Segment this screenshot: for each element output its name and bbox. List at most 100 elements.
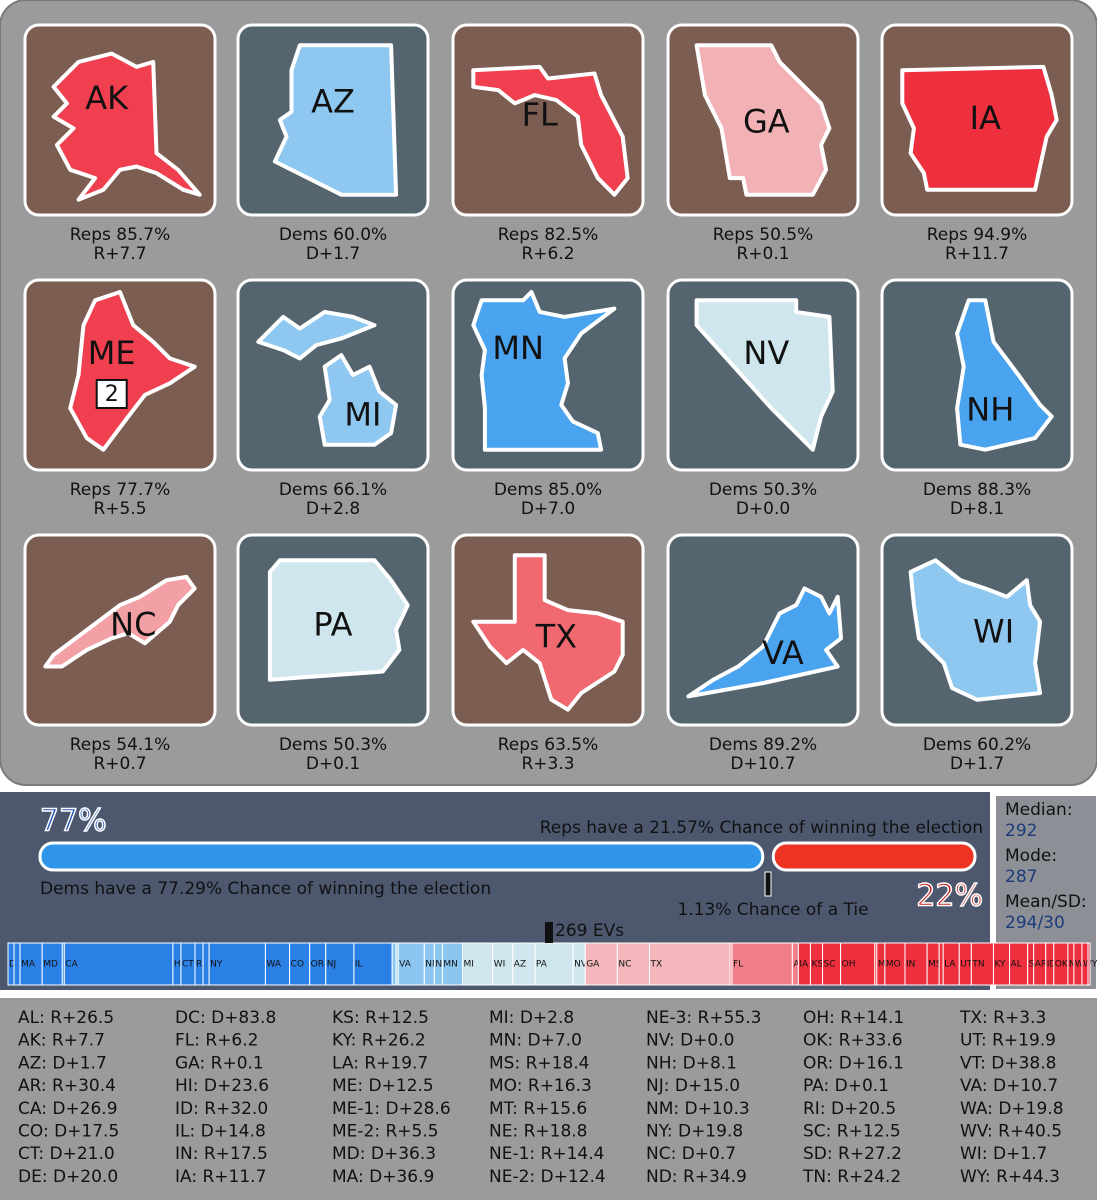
ev-segment xyxy=(13,942,21,986)
ev-segment xyxy=(264,942,291,986)
ev-segment-label: LA xyxy=(944,960,956,970)
margin-entry: UT: R+19.9 xyxy=(960,1031,1056,1051)
margin-entry: MI: D+2.8 xyxy=(489,1008,574,1028)
ev-segment xyxy=(391,942,397,986)
margin-entry: ID: R+32.0 xyxy=(175,1099,268,1119)
margin-entry: VT: D+38.8 xyxy=(960,1053,1056,1073)
stat-label: Mode: xyxy=(1005,846,1057,866)
margin-entry: ND: R+34.9 xyxy=(646,1167,747,1187)
ev-segment-label: MD xyxy=(43,960,58,970)
margin-entry: SD: R+27.2 xyxy=(803,1144,902,1164)
ev-segment xyxy=(63,942,174,986)
state-shape xyxy=(694,298,835,452)
state-shape xyxy=(267,558,410,682)
ev-segment-label: CA xyxy=(65,960,78,970)
margin-entry: NE-1: R+14.4 xyxy=(489,1144,604,1164)
margin-entry: NM: D+10.3 xyxy=(646,1099,750,1119)
ev-segment-label: WI xyxy=(494,960,506,970)
ev-segment-label: KS xyxy=(811,960,823,970)
margin-entry: ME: D+12.5 xyxy=(332,1076,434,1096)
state-shape xyxy=(900,64,1059,192)
tile-margin: D+8.1 xyxy=(950,499,1004,519)
state-shape xyxy=(955,298,1054,452)
ev-segment xyxy=(584,942,618,986)
margin-entry: NE-2: D+12.4 xyxy=(489,1167,606,1187)
margin-entry: OH: R+14.1 xyxy=(803,1008,904,1028)
margin-entry: MS: R+18.4 xyxy=(489,1053,590,1073)
tile-summary: Dems 89.2% xyxy=(709,735,817,755)
stat-label: Mean/SD: xyxy=(1005,892,1087,912)
state-shape xyxy=(51,51,202,202)
rep-text: Reps have a 21.57% Chance of winning the… xyxy=(540,818,983,838)
margin-entry: FL: R+6.2 xyxy=(175,1031,258,1051)
tile-margin: R+3.3 xyxy=(521,754,574,774)
ev-segment-label: MS xyxy=(928,960,942,970)
margin-entry: ME-1: D+28.6 xyxy=(332,1099,451,1119)
margin-entry: AK: R+7.7 xyxy=(18,1031,105,1051)
ev-segment-label: KY xyxy=(994,960,1006,970)
state-shape xyxy=(471,290,617,452)
tile-summary: Dems 50.3% xyxy=(709,480,817,500)
margin-entry: IL: D+14.8 xyxy=(175,1122,266,1142)
ev-segment-label: CT xyxy=(182,960,194,970)
ev-segment-label: TN xyxy=(971,960,984,970)
ev-segment xyxy=(208,942,266,986)
tile-margin: R+5.5 xyxy=(93,499,146,519)
tile-margin: R+6.2 xyxy=(521,244,574,264)
state-code: VA xyxy=(762,634,804,672)
ev-segment-label: OR xyxy=(311,960,324,970)
ev-segment-label: CO xyxy=(291,960,304,970)
margin-entry: RI: D+20.5 xyxy=(803,1099,896,1119)
ev-segment-label: RI xyxy=(196,960,205,970)
ev-segment xyxy=(353,942,393,986)
margin-entry: MO: R+16.3 xyxy=(489,1076,592,1096)
ev-segment-label: VA xyxy=(399,960,412,970)
ev-segment-label: IL xyxy=(355,960,363,970)
margin-entry: HI: D+23.6 xyxy=(175,1076,269,1096)
margin-entry: MN: D+7.0 xyxy=(489,1031,582,1051)
margin-entry: NV: D+0.0 xyxy=(646,1031,734,1051)
state-code: ME xyxy=(88,334,136,372)
tile-margin: D+1.7 xyxy=(306,244,360,264)
margin-entry: NC: D+0.7 xyxy=(646,1144,736,1164)
ev-segment xyxy=(1087,942,1091,986)
ev-segment-label: AR xyxy=(1035,960,1047,970)
tile-margin: D+0.0 xyxy=(736,499,790,519)
stat-value: 294/30 xyxy=(1005,913,1065,933)
state-shape xyxy=(68,290,197,452)
margin-entry: TN: R+24.2 xyxy=(802,1167,901,1187)
ev-segment-label: FL xyxy=(733,960,743,970)
tile-margin: R+0.1 xyxy=(736,244,789,264)
ev-segment-label: MO xyxy=(886,960,901,970)
margin-entry: WI: D+1.7 xyxy=(960,1144,1047,1164)
state-shape xyxy=(471,553,625,712)
margin-entry: LA: R+19.7 xyxy=(332,1053,428,1073)
margins-panel xyxy=(0,998,1097,1200)
state-shape xyxy=(43,574,197,669)
rep-bar xyxy=(771,841,977,872)
ev-segment-label: HI xyxy=(174,960,183,970)
tile-summary: Reps 77.7% xyxy=(70,480,171,500)
margin-entry: IN: R+17.5 xyxy=(175,1144,268,1164)
state-code: PA xyxy=(313,606,352,644)
margin-entry: SC: R+12.5 xyxy=(803,1122,901,1142)
margin-entry: CO: D+17.5 xyxy=(18,1122,119,1142)
threshold-marker xyxy=(545,922,553,943)
ev-segment-label: MI xyxy=(464,960,474,970)
state-code: GA xyxy=(743,102,790,140)
tile-summary: Reps 54.1% xyxy=(70,735,171,755)
dem-short: 77% xyxy=(40,804,107,839)
ev-segment-label: IN xyxy=(906,960,915,970)
tile-margin: D+1.7 xyxy=(950,754,1004,774)
margin-entry: IA: R+11.7 xyxy=(175,1167,266,1187)
state-code: TX xyxy=(535,617,577,655)
state-code: MN xyxy=(492,329,544,367)
ev-segment-label: OH xyxy=(842,960,856,970)
tile-margin: D+0.1 xyxy=(306,754,360,774)
tile-summary: Dems 50.3% xyxy=(279,735,387,755)
ev-segment-label: AL xyxy=(1011,960,1022,970)
tile-summary: Dems 60.0% xyxy=(279,225,387,245)
ev-segment-label: SC xyxy=(824,960,836,970)
stat-label: Median: xyxy=(1005,800,1073,820)
